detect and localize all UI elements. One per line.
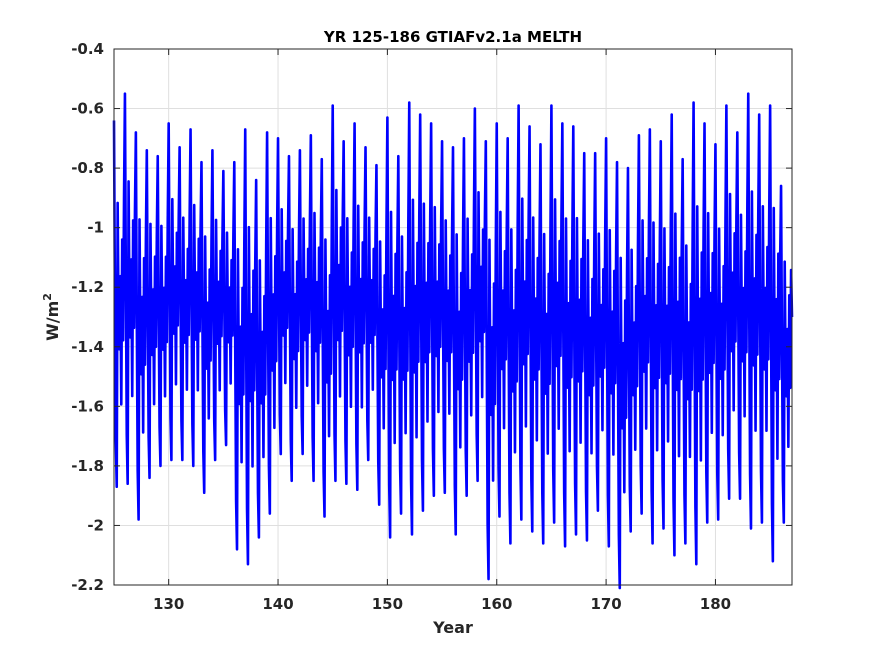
y-tick-label: -1.6 <box>71 397 104 415</box>
x-tick-label: 130 <box>153 595 184 613</box>
chart-title: YR 125-186 GTIAFv2.1a MELTH <box>323 28 582 46</box>
axes-box <box>113 48 793 586</box>
x-tick-label: 180 <box>700 595 731 613</box>
x-axis-ticks: 130 140 150 160 170 180 <box>153 49 731 613</box>
x-axis-label: Year <box>432 618 473 637</box>
y-tick-label: -1.8 <box>71 457 104 475</box>
x-tick-label: 140 <box>262 595 293 613</box>
x-tick-label: 170 <box>590 595 621 613</box>
series-layer <box>112 92 794 590</box>
y-axis-label-superscript: 2 <box>41 293 54 301</box>
y-tick-label: -0.8 <box>71 159 104 177</box>
y-tick-label: -2.2 <box>71 576 104 594</box>
y-tick-label: -0.6 <box>71 100 104 118</box>
y-axis-label-base: W/m <box>43 301 62 341</box>
y-axis-ticks: -2.2 -2 -1.8 -1.6 -1.4 -1.2 -1 -0.8 -0.6 -0.4 <box>71 40 792 594</box>
x-tick-label: 160 <box>481 595 512 613</box>
y-tick-label: -1.2 <box>71 278 104 296</box>
y-tick-label: -2 <box>87 516 104 534</box>
series-line-0 <box>112 92 794 590</box>
x-tick-label: 150 <box>372 595 403 613</box>
y-tick-label: -1.4 <box>71 338 104 356</box>
y-tick-label: -0.4 <box>71 40 104 58</box>
y-tick-label: -1 <box>87 219 104 237</box>
y-axis-label: W/m2 <box>41 293 62 341</box>
